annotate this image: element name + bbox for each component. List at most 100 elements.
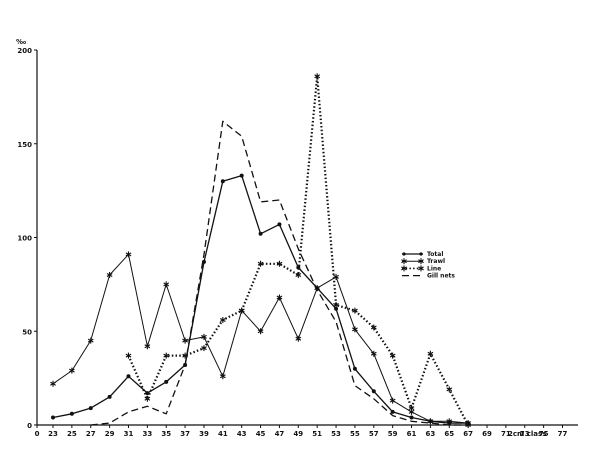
trawl-point bbox=[276, 294, 283, 301]
total-series bbox=[51, 173, 471, 426]
total-point bbox=[164, 379, 169, 384]
trawl-point bbox=[87, 337, 94, 344]
x-tick-label: 0 bbox=[35, 430, 40, 438]
x-tick-label: 63 bbox=[426, 430, 436, 438]
x-tick-label: 53 bbox=[331, 430, 341, 438]
trawl-point bbox=[106, 272, 113, 278]
line-point bbox=[163, 352, 170, 359]
x-tick-label: 29 bbox=[105, 430, 115, 438]
line-point bbox=[427, 350, 434, 357]
line-point bbox=[276, 260, 283, 267]
x-tick-label: 67 bbox=[463, 430, 473, 438]
line-series bbox=[125, 73, 472, 428]
total-point bbox=[126, 374, 131, 379]
total-point bbox=[239, 173, 244, 178]
line-point bbox=[219, 317, 226, 323]
line-point bbox=[125, 352, 132, 359]
line-point bbox=[333, 302, 339, 308]
x-tick-label: 57 bbox=[369, 430, 379, 438]
y-tick-label: 50 bbox=[22, 328, 32, 336]
total-point bbox=[390, 409, 395, 414]
total-point bbox=[88, 406, 93, 411]
x-tick-label: 69 bbox=[482, 430, 492, 438]
x-tick-label: 39 bbox=[199, 430, 209, 438]
x-tick-label: 49 bbox=[293, 430, 303, 438]
legend-point bbox=[418, 265, 424, 272]
legend-point bbox=[418, 258, 424, 265]
y-tick-label: 100 bbox=[17, 235, 32, 243]
x-tick-label: 59 bbox=[388, 430, 398, 438]
y-tick-label: 150 bbox=[17, 141, 32, 149]
trawl-point bbox=[427, 418, 434, 425]
x-tick-label: 25 bbox=[67, 430, 77, 438]
x-tick-label: 75 bbox=[539, 430, 549, 438]
legend-label: Trawl bbox=[427, 258, 445, 265]
x-tick-label: 45 bbox=[256, 430, 266, 438]
y-tick-label: 200 bbox=[17, 47, 32, 55]
x-tick-label: 41 bbox=[218, 430, 228, 438]
total-point bbox=[371, 389, 376, 394]
line-point bbox=[370, 324, 377, 331]
line-point bbox=[408, 405, 415, 412]
y-unit-label: ‰ bbox=[16, 38, 26, 46]
legend-point bbox=[401, 265, 407, 272]
gill-line bbox=[90, 120, 469, 426]
total-point bbox=[409, 415, 414, 420]
x-tick-label: 47 bbox=[275, 430, 285, 438]
trawl-point bbox=[144, 343, 151, 350]
x-tick-label: 55 bbox=[350, 430, 360, 438]
line-point bbox=[389, 352, 396, 359]
axes: ‰ 2cm class bbox=[16, 38, 578, 438]
line-point bbox=[201, 345, 207, 352]
legend-point bbox=[401, 258, 407, 265]
y-tick-label: 0 bbox=[27, 422, 32, 430]
x-axis-label: 2cm class bbox=[508, 430, 546, 438]
line-point bbox=[257, 260, 264, 267]
x-tick-label: 65 bbox=[444, 430, 454, 438]
trawl-point bbox=[446, 418, 453, 425]
total-point bbox=[277, 222, 282, 227]
line-point bbox=[295, 272, 302, 278]
trawl-point bbox=[257, 328, 264, 335]
x-tick-label: 37 bbox=[180, 430, 190, 438]
x-tick-label: 33 bbox=[142, 430, 152, 438]
x-tick-label: 61 bbox=[407, 430, 417, 438]
trawl-point bbox=[352, 326, 358, 333]
total-line bbox=[52, 174, 469, 424]
line-point bbox=[465, 422, 472, 428]
legend-marker bbox=[402, 252, 406, 256]
line-point bbox=[314, 73, 321, 80]
total-point bbox=[258, 231, 263, 236]
trawl-point bbox=[50, 380, 56, 387]
total-point bbox=[334, 306, 339, 311]
x-tick-label: 35 bbox=[161, 430, 171, 438]
x-tick-label: 27 bbox=[86, 430, 96, 438]
legend-label: Gill nets bbox=[427, 273, 455, 280]
total-point bbox=[352, 366, 357, 371]
legend-marker bbox=[419, 252, 423, 256]
gill-series bbox=[90, 120, 469, 426]
trawl-point bbox=[295, 335, 302, 342]
x-tick-label: 43 bbox=[237, 430, 247, 438]
x-tick-label: 31 bbox=[124, 430, 134, 438]
trawl-point bbox=[163, 281, 170, 288]
x-tick-label: 23 bbox=[48, 430, 58, 438]
x-tick-label: 77 bbox=[558, 430, 568, 438]
trawl-point bbox=[219, 373, 226, 380]
x-tick-label: 73 bbox=[520, 430, 530, 438]
total-point bbox=[51, 415, 55, 420]
legend-label: Total bbox=[427, 251, 443, 258]
trawl-line bbox=[52, 253, 469, 424]
total-point bbox=[69, 411, 74, 416]
trawl-point bbox=[370, 350, 377, 357]
trawl-point bbox=[389, 397, 396, 404]
trawl-point bbox=[182, 337, 188, 344]
trawl-series bbox=[50, 251, 472, 427]
trawl-point bbox=[125, 251, 132, 258]
trawl-point bbox=[201, 333, 207, 340]
x-tick-label: 51 bbox=[312, 430, 322, 438]
line-point bbox=[352, 307, 358, 314]
